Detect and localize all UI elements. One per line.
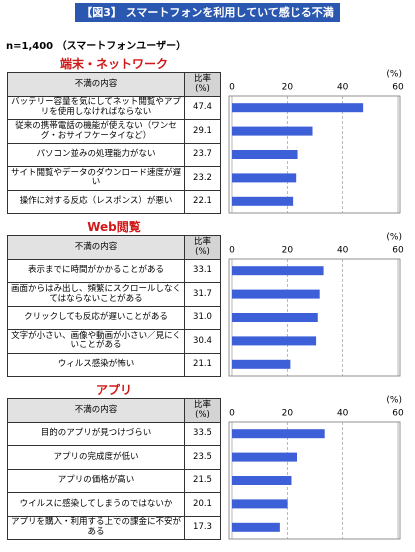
axis-unit: (%) xyxy=(386,70,402,80)
bar xyxy=(232,336,317,346)
x-tick-label: 60 xyxy=(392,409,404,419)
category-cell: ウイルスに感染してしまうのではないか xyxy=(7,492,185,517)
x-tick-label: 20 xyxy=(282,83,294,93)
x-tick-label: 40 xyxy=(337,409,349,419)
category-cell: 目的のアプリが見つけづらい xyxy=(7,422,185,447)
x-tick-label: 60 xyxy=(392,246,404,256)
bar xyxy=(232,103,364,113)
category-cell: 表示までに時間がかかることがある xyxy=(7,259,185,284)
category-cell: アプリの価格が高い xyxy=(7,468,185,494)
bar xyxy=(232,196,294,206)
bar xyxy=(232,126,313,136)
plot-frame xyxy=(228,258,401,377)
x-tick-label: 40 xyxy=(337,83,349,93)
column-header: 不満の内容 xyxy=(7,398,185,423)
category-cell: クリックしても反応が遅いことがある xyxy=(7,305,185,331)
value-cell: 33.1 xyxy=(184,259,221,284)
value-cell: 20.1 xyxy=(184,492,221,517)
section-title: アプリ xyxy=(95,383,132,397)
bar xyxy=(232,313,318,322)
category-cell: サイト閲覧やデータのダウンロード速度が遅い xyxy=(7,166,185,191)
value-cell: 23.2 xyxy=(184,166,221,191)
bar xyxy=(232,266,324,276)
bar xyxy=(232,429,325,439)
bar xyxy=(232,522,280,532)
value-cell: 30.4 xyxy=(184,329,221,354)
plot-frame xyxy=(228,95,401,214)
section-title: 端末・ネットワーク xyxy=(59,57,168,71)
category-cell: 操作に対する反応（レスポンス）が悪い xyxy=(7,189,185,214)
category-cell: アプリを購入・利用する上での課金に不安がある xyxy=(7,515,185,540)
x-tick-label: 0 xyxy=(229,246,235,256)
category-cell: 画面からはみ出し、頻繁にスクロールしなくてはならないことがある xyxy=(7,282,185,307)
axis-unit: (%) xyxy=(386,396,402,406)
value-cell: 23.5 xyxy=(184,445,221,470)
value-cell: 33.5 xyxy=(184,422,221,447)
bar xyxy=(232,452,298,462)
value-cell: 17.3 xyxy=(184,515,221,540)
section-title: Web閲覧 xyxy=(87,220,141,234)
figure-title: 【図3】 スマートフォンを利用していて感じる不満 xyxy=(75,3,340,22)
value-cell: 31.0 xyxy=(184,305,221,331)
bar xyxy=(232,289,320,299)
x-tick-label: 0 xyxy=(229,409,235,419)
value-cell: 47.4 xyxy=(184,96,221,121)
bar xyxy=(232,150,298,159)
value-cell: 22.1 xyxy=(184,189,221,214)
category-cell: 文字が小さい、画像や動画が小さい／見にくいことがある xyxy=(7,329,185,354)
value-cell: 29.1 xyxy=(184,119,221,144)
column-header: 比率 (%) xyxy=(184,235,221,260)
bar xyxy=(232,173,297,183)
column-header: 比率 (%) xyxy=(184,398,221,423)
bar xyxy=(232,476,292,485)
sample-note: n=1,400 （スマートフォンユーザー） xyxy=(6,41,187,52)
plot-frame xyxy=(228,421,401,540)
axis-unit: (%) xyxy=(386,233,402,243)
x-tick-label: 0 xyxy=(229,83,235,93)
value-cell: 21.5 xyxy=(184,468,221,494)
x-tick-label: 60 xyxy=(392,83,404,93)
category-cell: ウィルス感染が怖い xyxy=(7,352,185,377)
x-tick-label: 20 xyxy=(282,246,294,256)
value-cell: 23.7 xyxy=(184,142,221,168)
category-cell: パソコン並みの処理能力がない xyxy=(7,142,185,168)
x-tick-label: 40 xyxy=(337,246,349,256)
category-cell: 従来の携帯電話の機能が使えない（ワンセグ・おサイフケータイなど） xyxy=(7,119,185,144)
x-tick-label: 20 xyxy=(282,409,294,419)
value-cell: 21.1 xyxy=(184,352,221,377)
category-cell: バッテリー容量を気にしてネット閲覧やアプリを使用しなければならない xyxy=(7,96,185,121)
value-cell: 31.7 xyxy=(184,282,221,307)
column-header: 不満の内容 xyxy=(7,235,185,260)
bar xyxy=(232,359,291,369)
bar xyxy=(232,499,288,509)
column-header: 不満の内容 xyxy=(7,72,185,97)
category-cell: アプリの完成度が低い xyxy=(7,445,185,470)
column-header: 比率 (%) xyxy=(184,72,221,97)
